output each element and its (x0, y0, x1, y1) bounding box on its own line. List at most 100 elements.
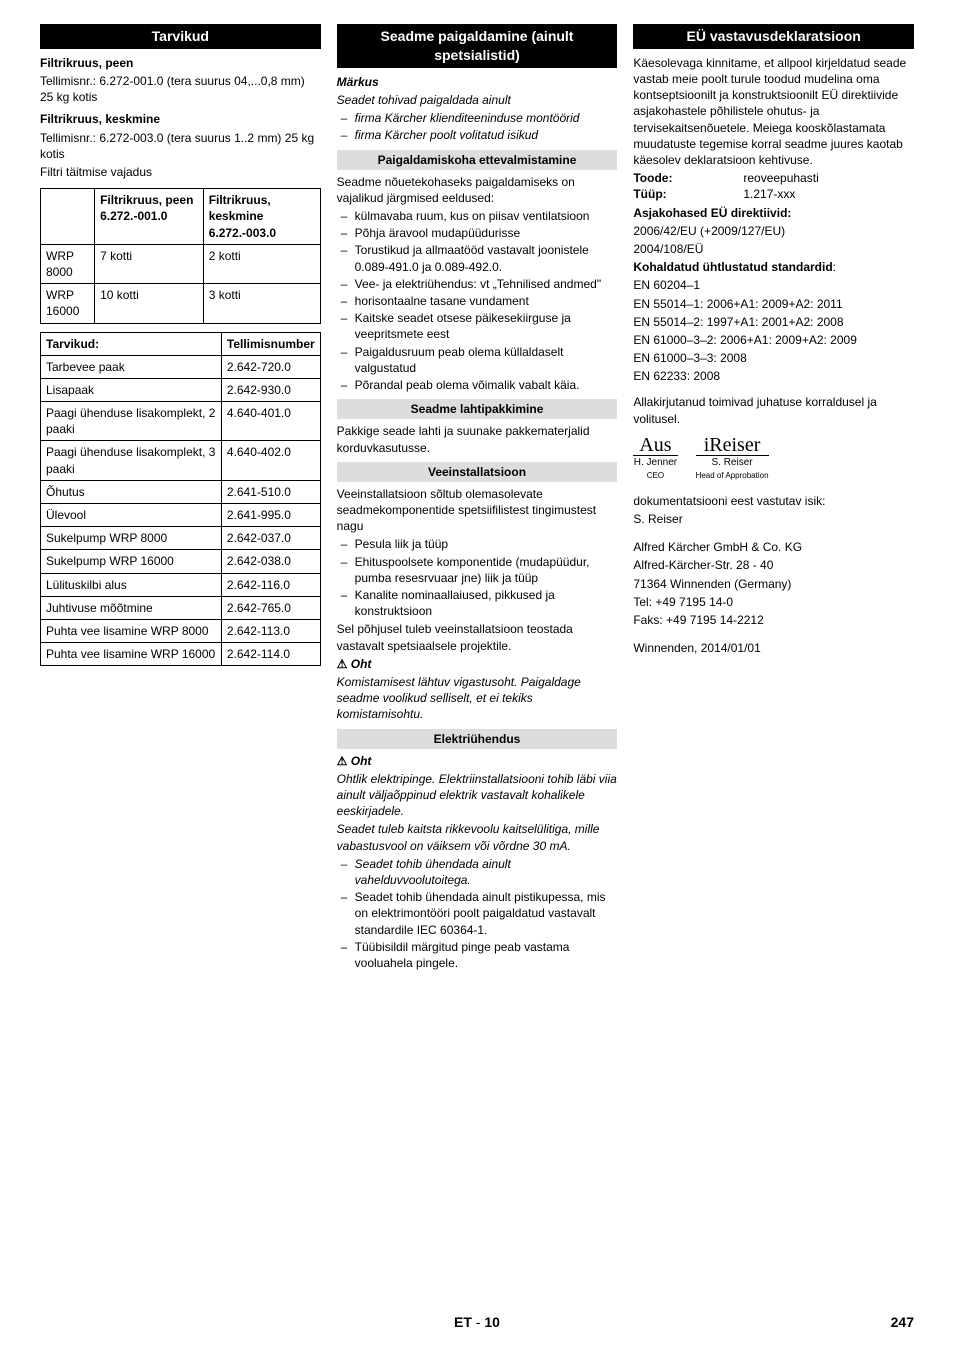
decl-type-label: Tüüp: (633, 186, 743, 202)
column-accessories: Tarvikud Filtrikruus, peen Tellimisnr.: … (40, 24, 321, 972)
directives-label: Asjakohased EÜ direktiivid: (633, 205, 914, 221)
location-list: külmavaba ruum, kus on piisav ventilatsi… (337, 208, 618, 393)
accessories-table: Tarvikud: Tellimisnumber Tarbevee paak2.… (40, 332, 321, 667)
decl-product: Toode: reoveepuhasti (633, 170, 914, 186)
decl-product-value: reoveepuhasti (743, 170, 818, 186)
installation-header: Seadme paigaldamine (ainult spetsialisti… (337, 24, 618, 68)
list-item: Paigaldusruum peab olema küllaldaselt va… (337, 344, 618, 376)
column-installation: Seadme paigaldamine (ainult spetsialisti… (337, 24, 618, 972)
filter-cell: WRP 8000 (41, 244, 95, 283)
product-title-fine: Filtrikruus, peen (40, 55, 321, 71)
address-block: Alfred Kärcher GmbH & Co. KG Alfred-Kärc… (633, 539, 914, 628)
page-footer: ET - 10 247 (0, 1313, 954, 1332)
acc-cell: Sukelpump WRP 8000 (41, 527, 222, 550)
unpacking-text: Pakkige seade lahti ja suunake pakkemate… (337, 423, 618, 455)
list-item: Tüübisildil märgitud pinge peab vastama … (337, 939, 618, 971)
acc-cell: Ülevool (41, 504, 222, 527)
list-item: Kanalite nominaallaiused, pikkused ja ko… (337, 587, 618, 619)
acc-cell: Tarbevee paak (41, 355, 222, 378)
list-item: Põhja äravool mudapüüdurisse (337, 225, 618, 241)
acc-cell: 2.641-510.0 (221, 480, 320, 503)
signature-1: Aus H. Jenner CEO (633, 435, 677, 483)
acc-th-1: Tellimisnumber (221, 332, 320, 355)
addr-line: Tel: +49 7195 14-0 (633, 594, 914, 610)
list-item: Põrandal peab olema võimalik vabalt käia… (337, 377, 618, 393)
acc-cell: 2.642-114.0 (221, 643, 320, 666)
filter-th-2: Filtrikruus, keskmine 6.272.-003.0 (203, 189, 320, 245)
acc-cell: Paagi ühenduse lisakomplekt, 3 paaki (41, 441, 222, 480)
footer-center: ET - 10 (0, 1313, 954, 1332)
filter-cell: WRP 16000 (41, 284, 95, 323)
acc-cell: Õhutus (41, 480, 222, 503)
column-declaration: EÜ vastavusdeklaratsioon Käesolevaga kin… (633, 24, 914, 972)
signature-1-role: CEO (647, 471, 664, 480)
acc-cell: Juhtivuse mõõtmine (41, 596, 222, 619)
signature-1-script: Aus (633, 435, 677, 456)
standard-line: EN 55014–2: 1997+A1: 2001+A2: 2008 (633, 314, 914, 330)
responsible-name: S. Reiser (633, 511, 914, 527)
list-item: Kaitske seadet otsese päikesekiirguse ja… (337, 310, 618, 342)
water-after: Sel põhjusel tuleb veeinstallatsioon teo… (337, 621, 618, 653)
standards-label: Kohaldatud ühtlustatud standardid: (633, 259, 914, 275)
filter-cell: 7 kotti (95, 244, 204, 283)
directive-line: 2006/42/EU (+2009/127/EU) (633, 223, 914, 239)
acc-cell: 4.640-401.0 (221, 402, 320, 441)
sub-location: Paigaldamiskoha ettevalmistamine (337, 150, 618, 170)
declaration-date: Winnenden, 2014/01/01 (633, 640, 914, 656)
acc-cell: Puhta vee lisamine WRP 8000 (41, 619, 222, 642)
filter-cell: 3 kotti (203, 284, 320, 323)
electrical-list: Seadet tohib ühendada ainult vahelduvvoo… (337, 856, 618, 971)
filter-th-0 (41, 189, 95, 245)
filter-cell: 2 kotti (203, 244, 320, 283)
sub-location-intro: Seadme nõuetekohaseks paigaldamiseks on … (337, 174, 618, 206)
acc-th-0: Tarvikud: (41, 332, 222, 355)
acc-cell: 2.642-720.0 (221, 355, 320, 378)
product-text-medium-1: Tellimisnr.: 6.272-003.0 (tera suurus 1.… (40, 130, 321, 162)
accessories-header: Tarvikud (40, 24, 321, 49)
acc-cell: Lisapaak (41, 378, 222, 401)
danger-text-2b: Seadet tuleb kaitsta rikkevoolu kaitselü… (337, 821, 618, 853)
water-intro: Veeinstallatsioon sõltub olemasolevate s… (337, 486, 618, 535)
danger-label-2: Oht (337, 753, 618, 769)
danger-text-2a: Ohtlik elektripinge. Elektriinstallatsio… (337, 771, 618, 820)
standard-line: EN 61000–3–3: 2008 (633, 350, 914, 366)
filter-table: Filtrikruus, peen 6.272.-001.0 Filtrikru… (40, 188, 321, 323)
responsible-label: dokumentatsiooni eest vastutav isik: (633, 493, 914, 509)
decl-product-label: Toode: (633, 170, 743, 186)
addr-line: Alfred-Kärcher-Str. 28 - 40 (633, 557, 914, 573)
acc-cell: 4.640-402.0 (221, 441, 320, 480)
list-item: firma Kärcher poolt volitatud isikud (337, 127, 618, 143)
filter-cell: 10 kotti (95, 284, 204, 323)
note-list: firma Kärcher klienditeeninduse montööri… (337, 110, 618, 143)
sub-water: Veeinstallatsioon (337, 462, 618, 482)
filter-th-1: Filtrikruus, peen 6.272.-001.0 (95, 189, 204, 245)
list-item: Seadet tohib ühendada ainult pistikupess… (337, 889, 618, 938)
acc-cell: 2.642-930.0 (221, 378, 320, 401)
list-item: külmavaba ruum, kus on piisav ventilatsi… (337, 208, 618, 224)
list-item: Torustikud ja allmaatööd vastavalt jooni… (337, 242, 618, 274)
addr-line: Faks: +49 7195 14-2212 (633, 612, 914, 628)
danger-text-1: Komistamisest lähtuv vigastusoht. Paigal… (337, 674, 618, 723)
standard-line: EN 62233: 2008 (633, 368, 914, 384)
list-item: Seadet tohib ühendada ainult vahelduvvoo… (337, 856, 618, 888)
decl-type: Tüüp: 1.217-xxx (633, 186, 914, 202)
signature-1-name: H. Jenner (634, 457, 677, 468)
signature-2-name: S. Reiser (711, 457, 752, 468)
list-item: Ehituspoolsete komponentide (mudapüüdur,… (337, 554, 618, 586)
sub-unpacking: Seadme lahtipakkimine (337, 399, 618, 419)
acc-cell: 2.642-037.0 (221, 527, 320, 550)
declaration-header: EÜ vastavusdeklaratsioon (633, 24, 914, 49)
signature-row: Aus H. Jenner CEO iReiser S. Reiser Head… (633, 435, 914, 483)
acc-cell: Sukelpump WRP 16000 (41, 550, 222, 573)
signature-2: iReiser S. Reiser Head of Approbation (696, 435, 769, 483)
addr-line: Alfred Kärcher GmbH & Co. KG (633, 539, 914, 555)
water-list: Pesula liik ja tüüp Ehituspoolsete kompo… (337, 536, 618, 619)
list-item: Pesula liik ja tüüp (337, 536, 618, 552)
directive-line: 2004/108/EÜ (633, 241, 914, 257)
list-item: Vee- ja elektriühendus: vt „Tehnilised a… (337, 276, 618, 292)
standard-line: EN 60204–1 (633, 277, 914, 293)
note-intro: Seadet tohivad paigaldada ainult (337, 92, 618, 108)
list-item: firma Kärcher klienditeeninduse montööri… (337, 110, 618, 126)
sign-intro: Allakirjutanud toimivad juhatuse korrald… (633, 394, 914, 426)
acc-cell: Paagi ühenduse lisakomplekt, 2 paaki (41, 402, 222, 441)
